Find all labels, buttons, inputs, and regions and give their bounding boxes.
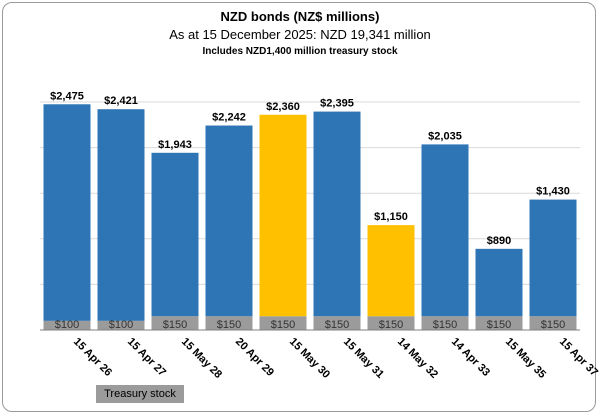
bar-6 <box>367 225 415 317</box>
total-label-8: $890 <box>487 235 511 247</box>
category-label-7: 14 Apr 33 <box>449 336 492 379</box>
category-label-2: 15 May 28 <box>179 336 224 381</box>
treasury-bar-4 <box>259 316 307 330</box>
treasury-label-7: $150 <box>433 319 457 331</box>
treasury-bar-9 <box>529 316 577 330</box>
category-label-6: 14 May 32 <box>395 336 440 381</box>
total-label-5: $2,395 <box>320 98 354 110</box>
treasury-label-5: $150 <box>325 319 349 331</box>
treasury-label-6: $150 <box>379 319 403 331</box>
bar-9 <box>529 199 577 317</box>
total-label-7: $2,035 <box>428 130 462 142</box>
category-label-4: 15 May 30 <box>287 336 332 381</box>
treasury-label-0: $100 <box>55 319 79 331</box>
total-label-6: $1,150 <box>374 211 408 223</box>
category-label-5: 15 May 31 <box>341 336 386 381</box>
total-label-1: $2,421 <box>104 95 138 107</box>
total-label-9: $1,430 <box>536 186 570 198</box>
legend-label-treasury: Treasury stock <box>104 388 176 400</box>
total-label-4: $2,360 <box>266 101 300 113</box>
bar-1 <box>97 109 145 321</box>
treasury-label-4: $150 <box>271 319 295 331</box>
treasury-bar-0 <box>43 320 91 330</box>
category-label-3: 20 Apr 29 <box>233 336 276 379</box>
total-label-2: $1,943 <box>158 139 192 151</box>
bar-3 <box>205 125 253 317</box>
total-label-3: $2,242 <box>212 112 246 124</box>
treasury-bar-1 <box>97 320 145 330</box>
treasury-bar-2 <box>151 316 199 330</box>
treasury-label-9: $150 <box>541 319 565 331</box>
bar-8 <box>475 248 523 317</box>
bar-4 <box>259 114 307 317</box>
treasury-bar-6 <box>367 316 415 330</box>
total-label-0: $2,475 <box>50 90 84 102</box>
category-label-8: 15 May 35 <box>503 336 548 381</box>
legend: Treasury stock <box>96 385 184 403</box>
treasury-bar-5 <box>313 316 361 330</box>
bar-0 <box>43 104 91 321</box>
treasury-bar-3 <box>205 316 253 330</box>
category-label-1: 15 Apr 27 <box>125 336 168 379</box>
treasury-label-2: $150 <box>163 319 187 331</box>
category-label-0: 15 Apr 26 <box>71 336 114 379</box>
treasury-label-1: $100 <box>109 319 133 331</box>
category-label-9: 15 Apr 37 <box>557 336 600 379</box>
bar-2 <box>151 152 199 317</box>
legend-swatch-treasury: Treasury stock <box>96 385 184 403</box>
treasury-bar-7 <box>421 316 469 330</box>
chart-title: NZD bonds (NZ$ millions) <box>220 9 380 24</box>
treasury-bar-8 <box>475 316 523 330</box>
treasury-label-3: $150 <box>217 319 241 331</box>
chart-subtitle: As at 15 December 2025: NZD 19,341 milli… <box>169 27 431 42</box>
bar-5 <box>313 111 361 317</box>
treasury-label-8: $150 <box>487 319 511 331</box>
chart-note: Includes NZD1,400 million treasury stock <box>202 46 398 57</box>
bar-7 <box>421 144 469 317</box>
